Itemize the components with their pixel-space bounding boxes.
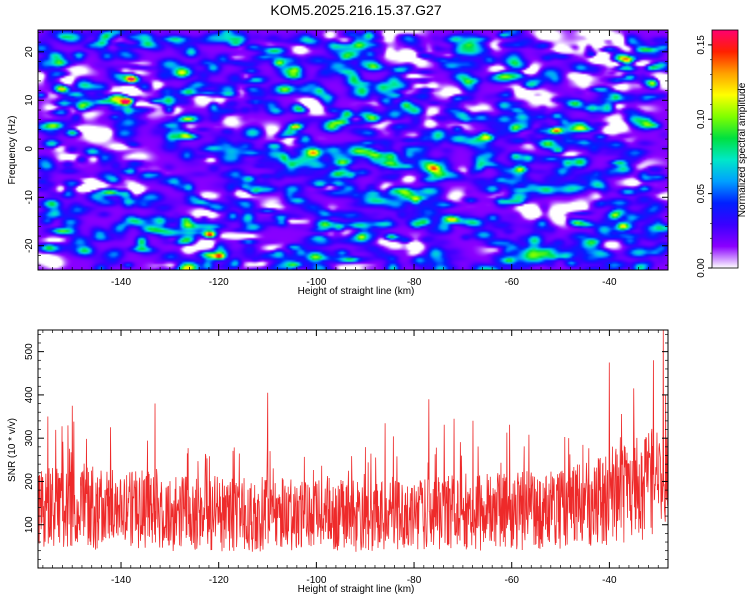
snr-panel: -140 -120 -100 -80 -60 -40 100 200 300 400 500 He… — [7, 329, 669, 595]
snr-y-axis: 100 200 300 400 500 — [24, 333, 668, 560]
snr-frame — [37, 329, 669, 569]
y-tick-label: 0 — [24, 146, 35, 152]
figure-title: KOM5.2025.216.15.37.G27 — [270, 2, 441, 18]
y-tick-label: 100 — [24, 516, 35, 533]
y-tick-label: -20 — [24, 238, 35, 253]
y-tick-label: 200 — [24, 473, 35, 490]
heatmap-x-label: Height of straight line (km) — [298, 286, 415, 297]
colorbar: 0.00 0.05 0.10 0.15 Normalized spectral amp… — [696, 29, 748, 278]
x-tick-label: -40 — [602, 277, 617, 288]
snr-series-line — [38, 330, 668, 552]
x-tick-label: -60 — [504, 277, 519, 288]
y-tick-label: -10 — [24, 190, 35, 205]
x-tick-label: -80 — [407, 575, 422, 586]
y-tick-label: 20 — [24, 46, 35, 58]
colorbar-gradient — [712, 30, 738, 268]
x-tick-label: -120 — [209, 575, 229, 586]
colorbar-axis: 0.00 0.05 0.10 0.15 — [696, 35, 712, 278]
heatmap-y-axis: -20 -10 0 10 20 — [24, 32, 668, 266]
colorbar-tick-label: 0.05 — [696, 183, 707, 203]
heatmap-image — [38, 30, 668, 270]
y-tick-label: 500 — [24, 343, 35, 360]
heatmap-y-label: Frequency (Hz) — [7, 116, 18, 185]
x-tick-label: -40 — [602, 575, 617, 586]
snr-x-axis: -140 -120 -100 -80 -60 -40 — [42, 330, 669, 586]
colorbar-tick-label: 0.10 — [696, 109, 707, 129]
heatmap-frame — [37, 29, 669, 271]
y-tick-label: 10 — [24, 94, 35, 106]
colorbar-tick-label: 0.15 — [696, 35, 707, 55]
colorbar-label: Normalized spectral amplitude — [737, 82, 748, 217]
snr-x-label: Height of straight line (km) — [298, 584, 415, 595]
y-tick-label: 300 — [24, 429, 35, 446]
x-tick-label: -140 — [111, 277, 131, 288]
x-tick-label: -140 — [111, 575, 131, 586]
colorbar-tick-label: 0.00 — [696, 258, 707, 278]
x-tick-label: -120 — [209, 277, 229, 288]
x-tick-label: -80 — [407, 277, 422, 288]
x-tick-label: -60 — [504, 575, 519, 586]
x-tick-label: -100 — [306, 277, 326, 288]
y-tick-label: 400 — [24, 386, 35, 403]
x-tick-label: -100 — [306, 575, 326, 586]
snr-plot-area — [38, 330, 668, 552]
snr-y-label: SNR (10 * v/v) — [7, 418, 18, 482]
heatmap-x-axis: -140 -120 -100 -80 -60 -40 — [42, 30, 669, 288]
